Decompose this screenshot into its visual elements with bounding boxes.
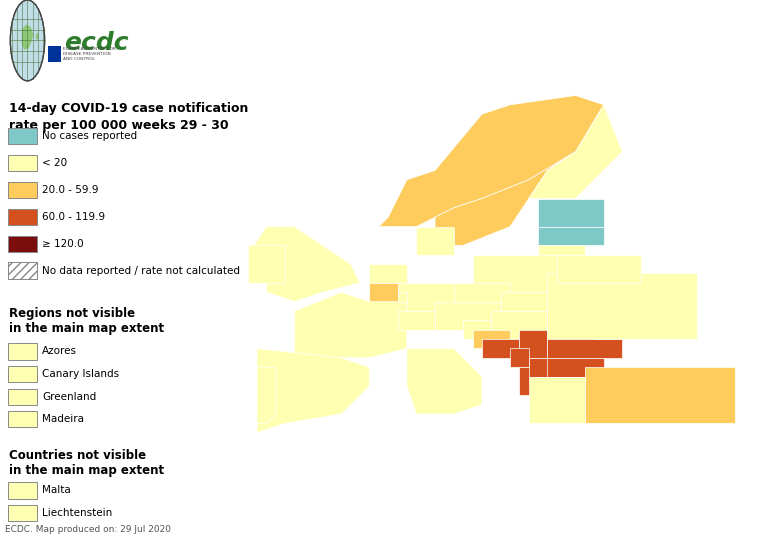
Text: Malta: Malta [43,486,71,495]
Polygon shape [491,311,548,339]
Polygon shape [117,142,220,161]
Polygon shape [594,311,623,339]
Polygon shape [398,283,482,320]
Polygon shape [35,32,39,40]
Polygon shape [529,377,585,424]
Bar [8,343,37,360]
Polygon shape [407,348,482,414]
Bar [8,236,37,252]
Polygon shape [398,311,435,330]
Polygon shape [585,367,735,424]
Text: Canary Islands: Canary Islands [43,369,120,379]
Text: 60.0 - 119.9: 60.0 - 119.9 [43,212,105,222]
Polygon shape [482,339,520,358]
Polygon shape [520,330,548,358]
Polygon shape [417,226,454,255]
Bar [8,482,37,499]
Polygon shape [454,283,510,302]
Circle shape [11,0,44,81]
Bar [8,128,37,144]
Polygon shape [378,95,604,226]
Bar [48,46,61,62]
Bar [8,262,37,279]
Text: Azores: Azores [43,347,77,356]
Text: ECDC. Map produced on: 29 Jul 2020: ECDC. Map produced on: 29 Jul 2020 [5,524,171,534]
Polygon shape [463,320,491,339]
Polygon shape [538,245,585,264]
Bar [8,209,37,225]
Polygon shape [398,292,407,302]
Polygon shape [257,348,369,433]
Polygon shape [529,358,557,377]
Polygon shape [510,348,529,367]
Polygon shape [248,226,360,302]
Polygon shape [538,226,604,245]
Text: Regions not visible
in the main map extent: Regions not visible in the main map exte… [9,307,164,335]
Polygon shape [257,367,275,424]
Polygon shape [538,198,604,226]
Polygon shape [435,151,575,245]
Bar [8,182,37,198]
Text: ≥ 120.0: ≥ 120.0 [43,239,84,248]
Polygon shape [548,273,697,339]
Bar [8,411,37,427]
Polygon shape [248,245,285,283]
Polygon shape [295,292,407,358]
Polygon shape [557,255,641,283]
Polygon shape [435,302,501,330]
Polygon shape [548,311,623,358]
Text: Countries not visible
in the main map extent: Countries not visible in the main map ex… [9,449,164,477]
Polygon shape [520,367,538,395]
Polygon shape [369,283,398,302]
Polygon shape [529,105,623,198]
Text: Greenland: Greenland [43,392,97,402]
Bar [8,366,37,382]
Bar [8,262,37,279]
Text: Liechtenstein: Liechtenstein [43,508,113,518]
Text: 14-day COVID-19 case notification: 14-day COVID-19 case notification [9,102,249,115]
Polygon shape [501,292,548,320]
Text: EUROPEAN CENTRE FOR
DISEASE PREVENTION
AND CONTROL: EUROPEAN CENTRE FOR DISEASE PREVENTION A… [63,47,116,60]
Text: Madeira: Madeira [43,414,85,424]
Bar [8,389,37,405]
Polygon shape [21,24,34,50]
Polygon shape [472,255,566,302]
Text: ecdc: ecdc [64,31,129,55]
Polygon shape [369,264,407,283]
Polygon shape [548,358,604,377]
Bar [8,505,37,521]
Text: 20.0 - 59.9: 20.0 - 59.9 [43,185,99,195]
Bar [8,155,37,171]
Text: < 20: < 20 [43,158,67,168]
Text: No data reported / rate not calculated: No data reported / rate not calculated [43,266,240,275]
Text: rate per 100 000 weeks 29 - 30: rate per 100 000 weeks 29 - 30 [9,119,229,132]
Polygon shape [472,330,510,348]
Text: No cases reported: No cases reported [43,131,137,141]
